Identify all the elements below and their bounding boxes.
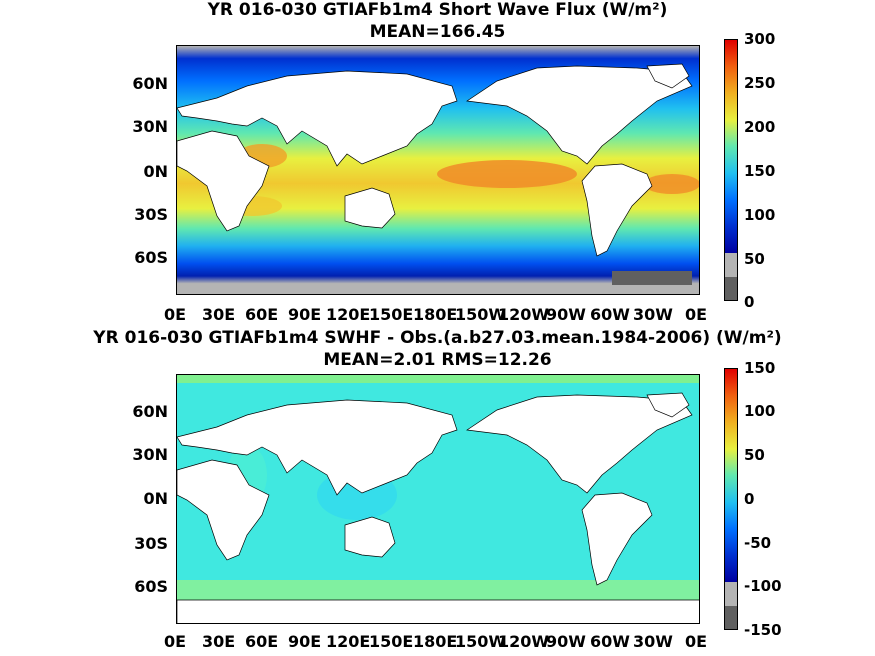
map1-colorbar-tick: 300: [744, 30, 776, 48]
map2-colorbar-tick: 100: [744, 402, 776, 420]
map2-lat-label: 30S: [134, 534, 168, 553]
map1-lat-label: 60S: [134, 248, 168, 267]
map2-lon-label: 30W: [633, 632, 673, 651]
map2-lon-label: 0E: [685, 632, 708, 651]
map1-plot: [176, 45, 700, 295]
map2-lon-label: 150W: [455, 632, 507, 651]
map2-colorbar-tick: 50: [744, 446, 765, 464]
map1-colorbar-tick: 250: [744, 74, 776, 92]
map1-title: YR 016-030 GTIAFb1m4 Short Wave Flux (W/…: [207, 0, 668, 20]
map2-lat-label: 60S: [134, 577, 168, 596]
map2-colorbar-tick: -100: [744, 577, 782, 595]
map1-lon-label: 60W: [590, 305, 630, 324]
map1-colorbar-tick: 200: [744, 118, 776, 136]
map1-lon-label: 90W: [546, 305, 586, 324]
map1-lon-label: 150E: [369, 305, 414, 324]
map1-colorbar-tick: 50: [744, 250, 765, 268]
map1-lat-label: 60N: [132, 74, 168, 93]
map1-field: [177, 46, 699, 294]
map1-lon-label: 120E: [326, 305, 371, 324]
map1-lon-label: 90E: [288, 305, 322, 324]
map2-lon-label: 90W: [546, 632, 586, 651]
map1-lat-label: 30S: [134, 205, 168, 224]
map1-lat-label: 30N: [132, 117, 168, 136]
map2-plot: [176, 374, 700, 624]
map2-colorbar-tick: -50: [744, 534, 772, 552]
map2-field: [177, 375, 699, 623]
map2-lat-label: 60N: [132, 402, 168, 421]
map2-lon-label: 120E: [326, 632, 371, 651]
map1-lon-label: 150W: [455, 305, 507, 324]
map2-title: YR 016-030 GTIAFb1m4 SWHF - Obs.(a.b27.0…: [93, 328, 782, 348]
map2-lon-label: 150E: [369, 632, 414, 651]
map1-colorbar: [724, 39, 738, 301]
map1-lon-label: 30W: [633, 305, 673, 324]
map2-colorbar: [724, 368, 738, 630]
map2-colorbar-tick: -150: [744, 621, 782, 639]
map2-lon-label: 60E: [245, 632, 279, 651]
map2-lat-label: 30N: [132, 445, 168, 464]
map1-colorbar-tick: 150: [744, 162, 776, 180]
map2-lon-label: 180E: [413, 632, 458, 651]
map1-lon-label: 30E: [202, 305, 236, 324]
map2-lon-label: 120W: [498, 632, 550, 651]
map1-colorbar-tick: 0: [744, 293, 755, 311]
map2-lon-label: 0E: [164, 632, 187, 651]
map1-lon-label: 0E: [164, 305, 187, 324]
map2-lon-label: 90E: [288, 632, 322, 651]
map1-lat-label: 0N: [143, 162, 168, 181]
map2-colorbar-tick: 0: [744, 490, 755, 508]
map1-lon-label: 120W: [498, 305, 550, 324]
map2-subtitle: MEAN=2.01 RMS=12.26: [323, 350, 552, 370]
map1-lon-label: 60E: [245, 305, 279, 324]
map2-colorbar-tick: 150: [744, 359, 776, 377]
map2-lon-label: 30E: [202, 632, 236, 651]
map2-lat-label: 0N: [143, 489, 168, 508]
map2-lon-label: 60W: [590, 632, 630, 651]
map1-colorbar-tick: 100: [744, 206, 776, 224]
map1-lon-label: 180E: [413, 305, 458, 324]
map1-lon-label: 0E: [685, 305, 708, 324]
map1-subtitle: MEAN=166.45: [369, 22, 506, 42]
